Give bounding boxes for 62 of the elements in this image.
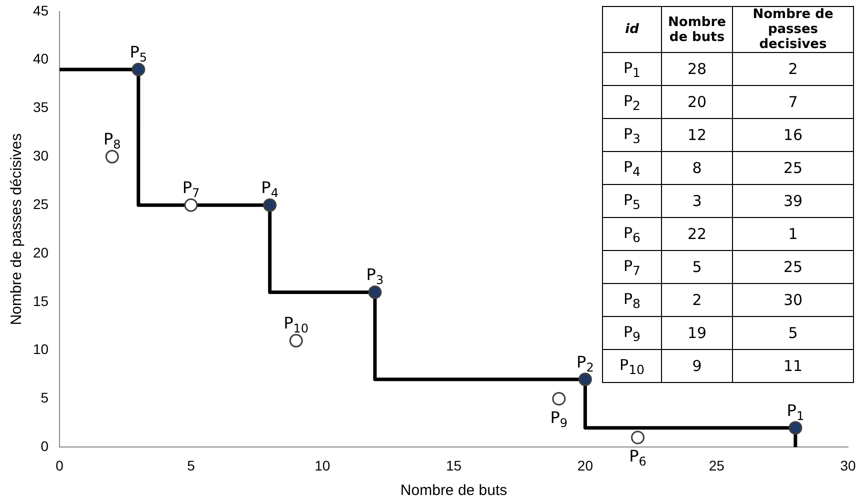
y-tick-label: 30 (32, 148, 49, 164)
annotation: 1 (732, 218, 854, 250)
annotation: id (602, 6, 662, 52)
x-tick-label: 25 (708, 457, 725, 474)
annotation: 3 (662, 184, 732, 218)
annotation: 5 (732, 316, 854, 350)
annotation: 22 (662, 218, 732, 250)
annotation: 28 (662, 52, 732, 86)
annotation: P$_{5}$ (602, 184, 662, 218)
point (132, 62, 146, 76)
annotation: 39 (732, 184, 854, 218)
annotation: P$_{2}$ (602, 86, 662, 118)
y-tick-label: 5 (40, 390, 49, 406)
annotation: P$_{7}$ (602, 250, 662, 284)
annotation: 12 (662, 118, 732, 152)
annotation: Nombre de buts (662, 6, 732, 52)
annotation: 25 (732, 152, 854, 184)
annotation: 2 (732, 52, 854, 86)
y-tick-label: 25 (32, 196, 49, 212)
x-tick-label: 30 (840, 457, 856, 474)
y-tick-label: 0 (40, 438, 49, 454)
annotation: 8 (662, 152, 732, 184)
y-tick-label: 20 (32, 244, 49, 260)
x-tick-label: 20 (577, 457, 594, 474)
annotation: 11 (732, 350, 854, 382)
annotation: P$_{3}$ (602, 118, 662, 152)
point (368, 286, 382, 299)
point (184, 198, 198, 212)
annotation: 19 (662, 316, 732, 350)
annotation: 16 (732, 118, 854, 152)
annotation: 9 (662, 350, 732, 382)
x-axis-title: Nombre de buts (400, 482, 508, 500)
point (105, 150, 119, 164)
annotation: 20 (662, 86, 732, 118)
y-tick-label: 40 (32, 50, 49, 67)
y-tick-label: 10 (32, 341, 49, 358)
x-tick-label: 0 (56, 457, 64, 474)
annotation: Nombre de passes decisives (732, 6, 854, 52)
annotation: P$_{10}$ (602, 350, 662, 382)
x-tick-label: 10 (314, 457, 330, 474)
annotation: 30 (732, 284, 854, 316)
annotation: P$_{9}$ (602, 316, 662, 350)
y-axis-title: Nombre de passes décisives (8, 133, 26, 326)
point (263, 198, 277, 212)
annotation: P$_{4}$ (602, 152, 662, 184)
point (788, 421, 802, 435)
annotation: P$_{8}$ (602, 284, 662, 316)
point (578, 372, 592, 386)
x-tick-label: 5 (187, 457, 196, 474)
annotation: 7 (732, 86, 854, 118)
y-tick-label: 35 (32, 99, 49, 116)
point (289, 334, 303, 348)
y-tick-label: 15 (32, 292, 49, 309)
point (552, 392, 566, 406)
point (631, 430, 645, 444)
annotation: P$_{6}$ (602, 218, 662, 250)
annotation: P$_{1}$ (602, 52, 662, 86)
y-tick-label: 45 (32, 2, 49, 18)
annotation: 2 (662, 284, 732, 316)
annotation: 25 (732, 250, 854, 284)
x-tick-label: 15 (446, 457, 462, 474)
annotation: 5 (662, 250, 732, 284)
